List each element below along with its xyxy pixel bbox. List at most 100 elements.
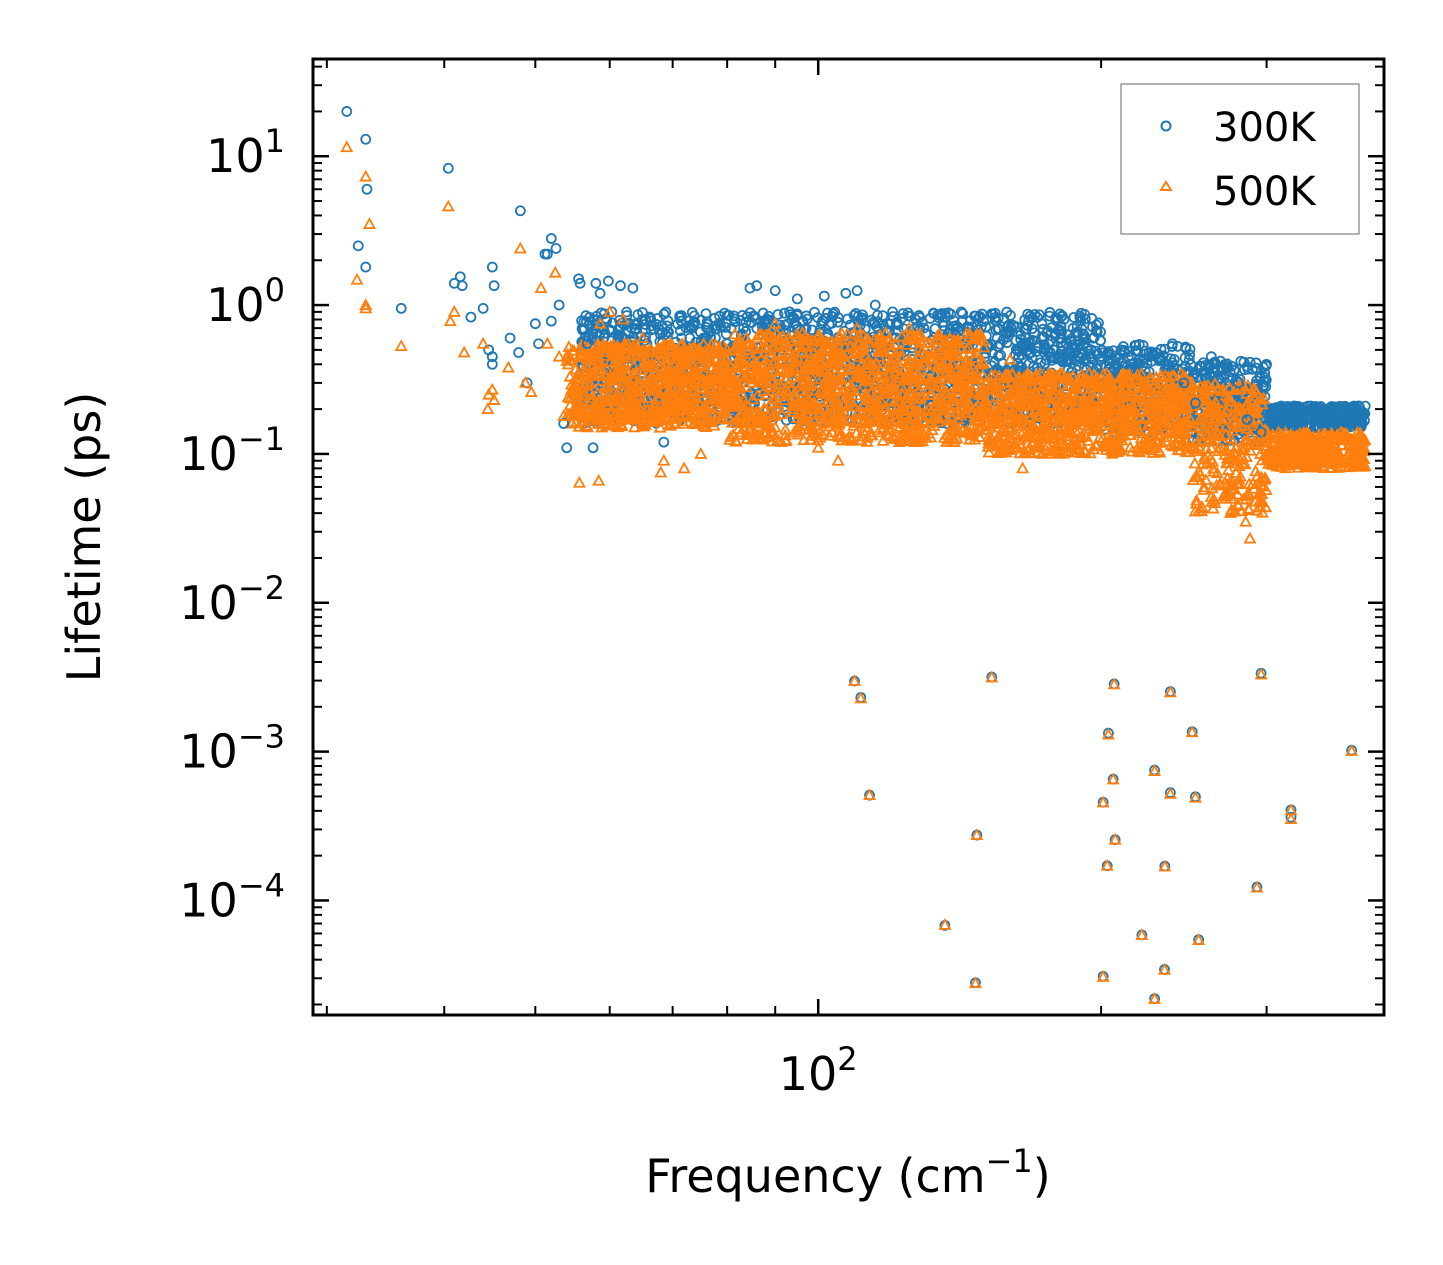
band-marker-500k <box>581 420 595 433</box>
band-marker-500k <box>1113 394 1127 407</box>
band-marker-500k <box>1352 450 1366 463</box>
band-marker-300k <box>924 313 936 324</box>
band-marker-500k <box>888 363 902 376</box>
band-marker-500k <box>1116 387 1130 400</box>
band-marker-300k <box>944 327 956 339</box>
band-marker-500k <box>770 383 784 396</box>
band-marker-500k <box>1036 417 1050 430</box>
band-marker-500k <box>786 361 800 374</box>
band-marker-500k <box>870 363 884 376</box>
band-marker-500k <box>701 348 715 361</box>
band-marker-300k <box>1260 381 1272 393</box>
band-marker-300k <box>1044 307 1056 318</box>
band-marker-500k <box>930 333 944 346</box>
band-marker-500k <box>924 403 938 416</box>
band-marker-300k <box>1079 313 1091 325</box>
band-marker-500k <box>820 373 834 386</box>
band-marker-500k <box>895 329 909 342</box>
band-marker-300k <box>576 323 588 335</box>
band-marker-300k <box>978 316 990 327</box>
band-marker-500k <box>933 398 947 410</box>
band-marker-300k <box>1031 346 1043 357</box>
band-marker-500k <box>942 432 956 445</box>
band-marker-300k <box>1314 416 1325 428</box>
band-marker-500k <box>1059 429 1073 442</box>
band-marker-300k <box>945 308 957 320</box>
band-marker-500k <box>1071 394 1085 407</box>
band-marker-500k <box>561 347 575 360</box>
band-marker-500k <box>1103 385 1117 397</box>
band-marker-300k <box>1167 338 1178 350</box>
band-marker-300k <box>662 326 674 338</box>
band-marker-500k <box>900 397 914 410</box>
band-marker-300k <box>1228 364 1240 376</box>
band-marker-500k <box>1047 420 1061 433</box>
band-marker-500k <box>897 363 911 375</box>
band-marker-300k <box>674 310 686 322</box>
band-marker-300k <box>1091 326 1103 338</box>
band-marker-500k <box>1056 389 1070 401</box>
band-marker-500k <box>882 334 896 347</box>
band-marker-500k <box>1254 392 1268 405</box>
band-marker-300k <box>748 310 759 322</box>
band-marker-300k <box>656 320 668 332</box>
band-marker-500k <box>932 411 946 424</box>
band-marker-500k <box>1125 444 1139 457</box>
band-marker-300k <box>728 310 740 322</box>
band-marker-500k <box>663 417 677 430</box>
band-marker-500k <box>882 428 896 441</box>
band-marker-500k <box>687 385 701 398</box>
band-marker-500k <box>609 341 623 353</box>
band-marker-300k <box>738 322 749 334</box>
band-marker-500k <box>626 359 640 372</box>
band-marker-500k <box>1255 397 1269 410</box>
band-marker-500k <box>565 343 579 356</box>
band-marker-300k <box>970 310 982 322</box>
band-marker-500k <box>617 405 631 418</box>
band-marker-300k <box>1133 339 1145 350</box>
band-marker-500k <box>1190 493 1204 506</box>
band-marker-500k <box>623 350 637 363</box>
band-marker-500k <box>1097 367 1111 380</box>
band-marker-300k <box>701 316 713 328</box>
band-marker-300k <box>852 310 864 322</box>
band-marker-500k <box>893 343 907 356</box>
band-marker-500k <box>993 386 1007 399</box>
band-marker-300k <box>729 316 741 328</box>
band-marker-300k <box>1307 402 1319 414</box>
band-marker-300k <box>994 338 1006 350</box>
band-marker-500k <box>788 340 802 352</box>
band-marker-500k <box>902 387 916 400</box>
band-marker-500k <box>1239 450 1253 462</box>
band-marker-300k <box>698 332 709 344</box>
band-marker-500k <box>1209 478 1224 491</box>
band-marker-300k <box>715 320 726 332</box>
band-marker-500k <box>739 428 753 441</box>
band-marker-500k <box>849 426 863 439</box>
band-marker-300k <box>1047 352 1059 364</box>
band-marker-300k <box>1349 417 1361 429</box>
band-marker-300k <box>660 306 672 318</box>
band-marker-500k <box>785 402 799 415</box>
band-marker-300k <box>791 308 803 320</box>
band-marker-500k <box>960 354 974 366</box>
band-marker-300k <box>1122 351 1134 363</box>
band-marker-500k <box>948 421 962 433</box>
band-marker-500k <box>709 363 723 376</box>
band-marker-300k <box>1092 360 1103 371</box>
band-marker-500k <box>904 386 918 398</box>
band-marker-500k <box>565 353 579 366</box>
band-marker-500k <box>1185 399 1199 412</box>
band-marker-500k <box>1240 489 1254 501</box>
band-marker-300k <box>1260 374 1272 386</box>
band-marker-500k <box>832 402 846 415</box>
band-marker-500k <box>1118 396 1132 409</box>
band-marker-500k <box>675 414 689 427</box>
band-marker-300k <box>1184 349 1196 361</box>
band-marker-500k <box>966 361 980 373</box>
band-marker-500k <box>1266 428 1280 441</box>
band-marker-300k <box>897 308 909 319</box>
band-marker-300k <box>1005 310 1016 321</box>
band-marker-500k <box>645 410 659 422</box>
band-marker-500k <box>654 412 668 425</box>
